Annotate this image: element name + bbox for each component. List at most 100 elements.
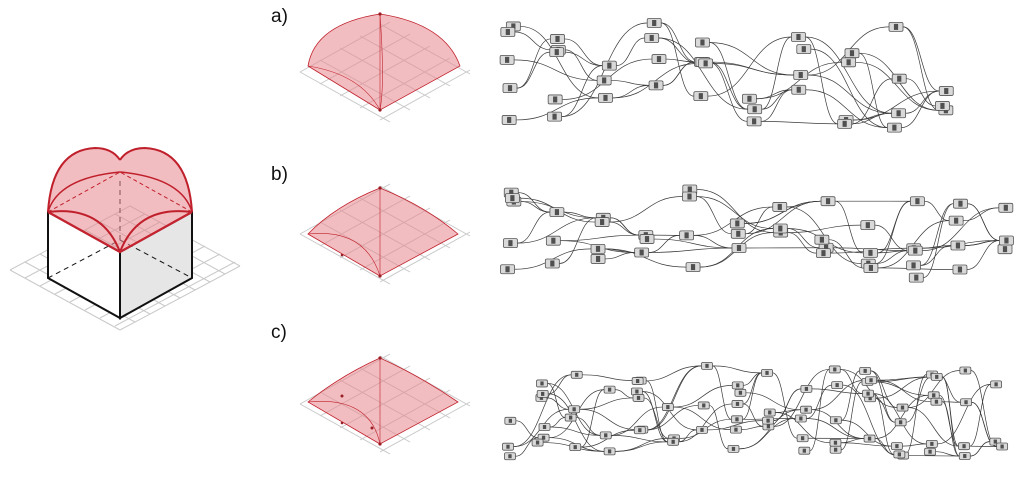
graph-wire (787, 228, 820, 249)
graph-wire (807, 74, 892, 114)
graph-wire (643, 365, 702, 382)
graph-node (927, 391, 940, 400)
graph-node (814, 234, 830, 245)
graph-wire (563, 51, 603, 66)
graph-wire (609, 221, 639, 236)
graph-node (998, 202, 1014, 213)
graph-node (829, 445, 842, 454)
graph-wire (658, 37, 748, 110)
graph-wire (616, 37, 645, 66)
graph-node (569, 443, 582, 452)
graph-node (701, 361, 713, 370)
graph-node (500, 264, 515, 275)
graph-wire (673, 385, 733, 408)
graph-wire (870, 370, 898, 408)
wires (514, 22, 940, 128)
graph-wire (853, 90, 940, 121)
graph-wire (712, 365, 732, 420)
graph-wire (908, 407, 959, 447)
graph-node (731, 381, 744, 390)
graph-wire (772, 372, 798, 439)
graph-wire (709, 42, 748, 110)
graph-wire (693, 234, 732, 249)
graph-wire (967, 203, 1000, 241)
graph-node (685, 262, 701, 272)
graph-wire (761, 121, 838, 125)
graph-wire (840, 438, 865, 444)
graph-node (599, 431, 612, 440)
graph-wire (901, 90, 940, 128)
graph-wire (969, 383, 991, 447)
graph-node (536, 379, 548, 388)
graph-node (693, 91, 709, 102)
graph-node (502, 442, 514, 451)
groin-vault (47, 146, 193, 254)
graph-wire (773, 388, 801, 422)
graph-wire (840, 369, 863, 394)
groin-vault-cube-illustration (9, 146, 241, 331)
graph-node (549, 207, 565, 218)
graph-node (906, 260, 921, 271)
graph-node (536, 390, 549, 398)
graph-wire (665, 58, 695, 63)
graph-wire (941, 401, 961, 403)
graph-wire (514, 31, 552, 51)
graph-wire (514, 59, 598, 81)
graph-wire (787, 224, 861, 233)
graph-wire (941, 376, 960, 457)
graph-wire (712, 365, 762, 374)
graph-node (634, 247, 650, 258)
graph-node (731, 243, 747, 253)
graph-wire (518, 192, 550, 213)
node-graph-c (502, 361, 1009, 461)
graph-node (731, 415, 743, 424)
graph-wire (963, 207, 999, 222)
graph-wire (615, 441, 668, 452)
graph-wire (645, 365, 702, 431)
graph-node (950, 240, 966, 251)
graph-wire (708, 61, 748, 122)
graph-wire (851, 112, 892, 125)
graph-node (590, 254, 606, 264)
graph-wire (517, 217, 597, 244)
panel-label-c: c) (271, 322, 287, 343)
graph-node (997, 244, 1013, 255)
graph-wire (580, 389, 605, 448)
graph-node (504, 416, 517, 425)
graph-wire (561, 65, 603, 117)
graph-wire (643, 397, 669, 439)
graph-node (930, 372, 943, 381)
graph-node (894, 418, 907, 427)
graph-node (730, 228, 746, 239)
graph-node (794, 414, 807, 423)
graph-wire (937, 383, 991, 445)
graph-wire (834, 200, 864, 254)
graph-wire (678, 403, 732, 443)
graph-node (727, 444, 740, 453)
graph-wire (612, 85, 650, 99)
graph-wire (870, 370, 896, 423)
graph-node (958, 442, 970, 451)
graph-node (549, 47, 565, 58)
graph-wire (805, 36, 838, 125)
graph-wire (579, 397, 634, 410)
graph-wire (742, 372, 762, 420)
graph-wire (964, 240, 1000, 246)
graph-node (844, 48, 860, 59)
graph-wire (877, 200, 911, 254)
graph-node (793, 70, 809, 80)
graph-node (865, 376, 877, 385)
graph-node (651, 54, 667, 64)
graph-node (800, 384, 813, 393)
graph-node (698, 58, 714, 69)
graph-node (695, 37, 710, 48)
graph-wire (547, 383, 566, 418)
graph-node (596, 75, 612, 86)
graph-wire (904, 374, 927, 455)
graph-node (730, 425, 742, 434)
graph-node (910, 196, 925, 207)
graph-wire (576, 417, 601, 436)
graph-node (796, 434, 809, 443)
graph-wire (877, 250, 909, 254)
graph-node (893, 450, 906, 459)
